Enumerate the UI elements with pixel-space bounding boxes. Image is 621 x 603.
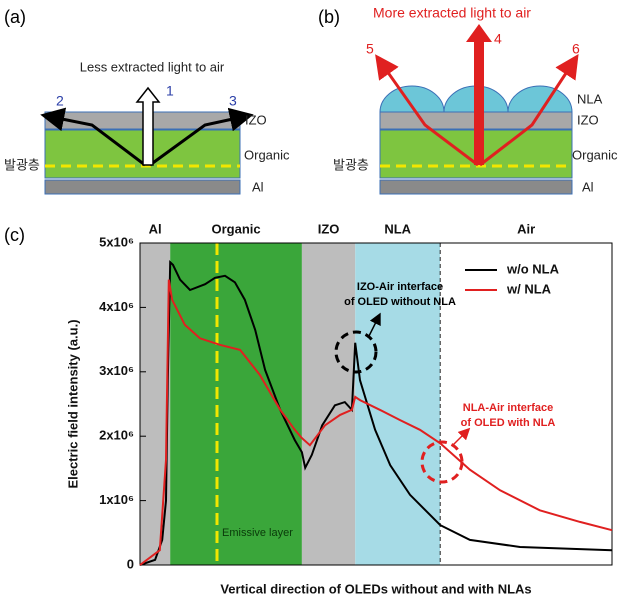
- annotation-circle: [334, 330, 378, 374]
- layer-label: Al: [582, 179, 594, 194]
- legend-label: w/ NLA: [506, 281, 552, 296]
- annotation: of OLED without NLA: [344, 296, 456, 308]
- layer-label: IZO: [577, 112, 599, 127]
- y-tick-label: 2x10⁶: [99, 428, 134, 443]
- annotation-arrow: [451, 427, 471, 447]
- ray-number: 1: [166, 83, 174, 99]
- panel-label: (a): [4, 7, 26, 27]
- panel-label: (c): [4, 225, 25, 245]
- layer-label: Organic: [244, 147, 290, 162]
- region-label: NLA: [384, 221, 411, 236]
- region: [440, 243, 612, 565]
- ray: [479, 53, 579, 167]
- chart: (c) Vertical direction of OLEDs without …: [4, 221, 613, 596]
- y-axis-label: Electric field intensity (a.u.): [65, 319, 80, 488]
- layer-label: IZO: [245, 112, 267, 127]
- ray-number: 2: [56, 93, 64, 109]
- region-label: Al: [149, 221, 162, 236]
- y-tick-label: 5x10⁶: [99, 234, 134, 249]
- annotation: IZO-Air interface: [357, 281, 443, 293]
- ray-number: 3: [229, 93, 237, 109]
- caption: Less extracted light to air: [80, 59, 225, 74]
- panel-a: (a) Less extracted light to air 1 2 3 IZ…: [4, 7, 290, 195]
- annotation: Emissive layer: [222, 527, 293, 539]
- y-tick-label: 0: [127, 556, 134, 571]
- ray: [135, 86, 161, 166]
- y-tick-label: 4x10⁶: [99, 299, 134, 314]
- annotation: of OLED with NLA: [461, 417, 556, 429]
- annotation: NLA-Air interface: [463, 402, 553, 414]
- series-line: [139, 279, 613, 566]
- al-layer: [44, 179, 241, 195]
- ray-number: 4: [494, 31, 502, 47]
- layer-label: Organic: [572, 147, 618, 162]
- panel-label: (b): [318, 7, 340, 27]
- annotation-arrow: [367, 312, 381, 339]
- plot-frame: [139, 242, 613, 566]
- ray: [375, 54, 479, 167]
- panel-b: (b) More extracted light to air 4 5 6 NL…: [318, 5, 618, 195]
- caption: More extracted light to air: [373, 5, 531, 21]
- region: [170, 243, 302, 565]
- region-label: Organic: [211, 221, 260, 236]
- ray-number: 6: [572, 41, 580, 57]
- ray: [149, 107, 254, 167]
- ray: [466, 24, 492, 165]
- region-label: Air: [517, 221, 535, 236]
- layer-label: Al: [252, 179, 264, 194]
- x-axis-label: Vertical direction of OLEDs without and …: [220, 581, 531, 596]
- region: [140, 243, 171, 565]
- y-tick-label: 3x10⁶: [99, 363, 134, 378]
- legend-label: w/o NLA: [506, 261, 560, 276]
- emissive-label: 발광층: [4, 157, 40, 172]
- annotation-circle: [420, 440, 464, 484]
- series-line: [139, 260, 613, 566]
- emissive-label: 발광층: [333, 157, 369, 172]
- region-label: IZO: [318, 221, 340, 236]
- ray: [40, 107, 146, 167]
- layer-label: NLA: [577, 91, 603, 106]
- y-tick-label: 1x10⁶: [99, 492, 134, 507]
- al-layer: [379, 179, 573, 195]
- ray-number: 5: [366, 41, 374, 57]
